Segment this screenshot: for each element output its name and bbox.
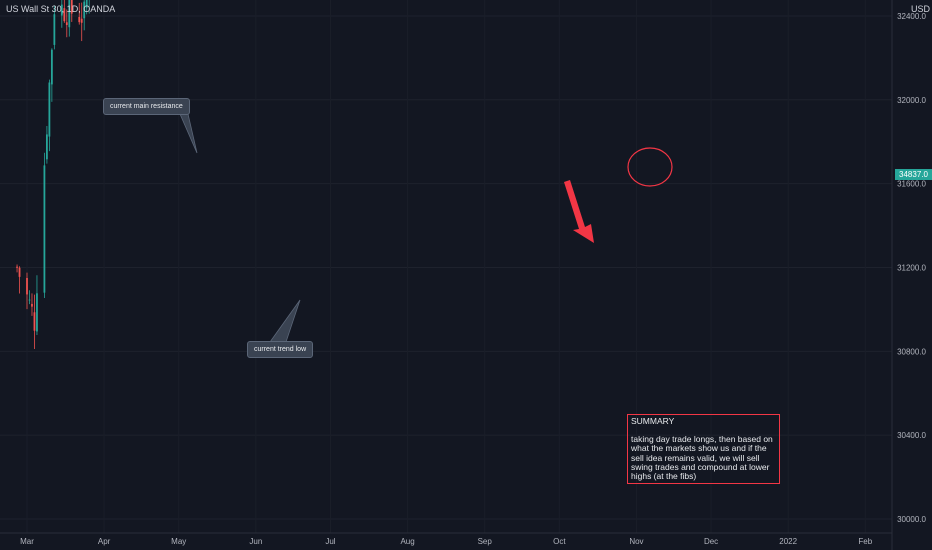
time-tick-label: Oct	[553, 537, 566, 546]
candle-body	[80, 18, 83, 23]
summary-box[interactable]: SUMMARY taking day trade longs, then bas…	[627, 414, 780, 484]
price-tick-label: 30400.0	[897, 431, 926, 440]
time-tick-label: Sep	[478, 537, 493, 546]
trend-low-callout-pointer	[269, 299, 301, 343]
time-tick-label: Nov	[629, 537, 643, 546]
time-tick-label: Aug	[400, 537, 414, 546]
trendline-drawings	[179, 113, 673, 343]
summary-heading: SUMMARY	[631, 416, 675, 426]
resistance-callout-pointer	[179, 113, 198, 154]
candle-body	[83, 1, 86, 19]
time-tick-label: Feb	[858, 537, 872, 546]
time-tick-label: Jul	[325, 537, 335, 546]
price-tick-label: 32400.0	[897, 12, 926, 21]
candle-body	[50, 49, 53, 85]
price-tick-label: 32000.0	[897, 96, 926, 105]
candle-body	[53, 14, 56, 45]
time-tick-label: Mar	[20, 537, 34, 546]
resistance-callout[interactable]: current main resistance	[103, 98, 190, 115]
time-axis: Mar Apr May Jun Jul Aug Sep Oct Nov Dec 2022 Feb	[0, 532, 892, 546]
candle-body	[70, 0, 73, 14]
candle-body	[33, 312, 36, 331]
candle-body	[48, 82, 51, 137]
chart-title: US Wall St 30, 1D, OANDA	[6, 4, 116, 14]
candle-body	[60, 4, 63, 16]
time-tick-label: Jun	[249, 537, 262, 546]
candle-body	[63, 8, 66, 22]
price-tick-label: 31600.0	[897, 180, 926, 189]
candle-body	[36, 293, 38, 332]
summary-text: taking day trade longs, then based on wh…	[631, 434, 773, 482]
price-axis: 30000.0 30400.0 30800.0 31200.0 31600.0 32000…	[891, 0, 927, 550]
time-tick-label: Dec	[704, 537, 718, 546]
candle-body	[26, 277, 28, 295]
candle-body	[68, 0, 71, 28]
last-price-tag: 34837.0	[895, 169, 932, 180]
time-tick-label: 2022	[779, 537, 797, 546]
candle-body	[18, 267, 21, 277]
candle-body	[31, 303, 33, 307]
candle-body	[65, 22, 68, 26]
highlight-circle	[627, 147, 673, 187]
sell-arrow-icon	[564, 180, 594, 243]
price-tick-label: 30000.0	[897, 515, 926, 524]
candlestick-series	[16, 0, 90, 350]
candle-body	[43, 165, 46, 293]
price-tick-label: 31200.0	[897, 263, 926, 272]
candle-body	[28, 299, 31, 301]
candle-body	[46, 134, 48, 160]
candle-body	[16, 266, 18, 268]
currency-label[interactable]: USD	[910, 4, 930, 14]
candle-body	[78, 16, 81, 23]
time-tick-label: Apr	[98, 537, 111, 546]
price-tick-label: 30800.0	[897, 347, 926, 356]
candle-body	[85, 0, 88, 8]
trend-low-callout[interactable]: current trend low	[247, 341, 314, 358]
time-tick-label: May	[171, 537, 186, 546]
